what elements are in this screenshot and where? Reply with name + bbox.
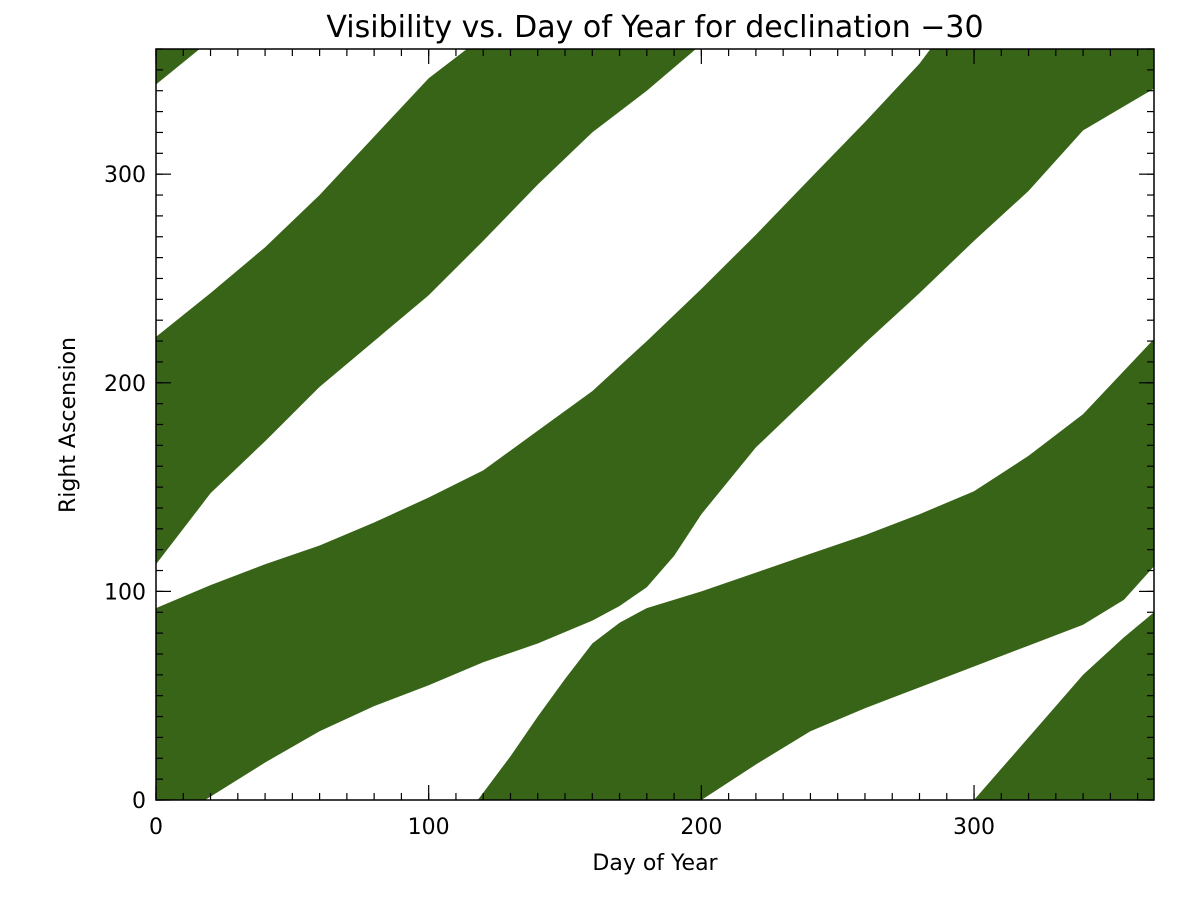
x-tick-label: 0 [149, 815, 163, 840]
y-tick-label: 100 [104, 580, 146, 605]
y-tick-label: 200 [104, 372, 146, 397]
visibility-band-1 [156, 49, 200, 85]
visibility-band-4 [477, 339, 1154, 800]
x-tick-label: 100 [408, 815, 450, 840]
axis-ticks: 0 100 200 300 0 100 200 300 [104, 48, 1154, 840]
y-tick-label: 300 [104, 163, 146, 188]
x-axis-label: Day of Year [592, 851, 718, 876]
visibility-band-2 [156, 49, 696, 565]
visibility-bands [156, 49, 1154, 800]
visibility-band-5 [974, 612, 1154, 800]
chart-title: Visibility vs. Day of Year for declinati… [326, 10, 983, 45]
x-tick-label: 300 [953, 815, 995, 840]
visibility-band-3 [156, 49, 1154, 800]
y-tick-label: 0 [132, 789, 146, 814]
x-tick-label: 200 [680, 815, 722, 840]
y-axis-label: Right Ascension [56, 337, 81, 513]
